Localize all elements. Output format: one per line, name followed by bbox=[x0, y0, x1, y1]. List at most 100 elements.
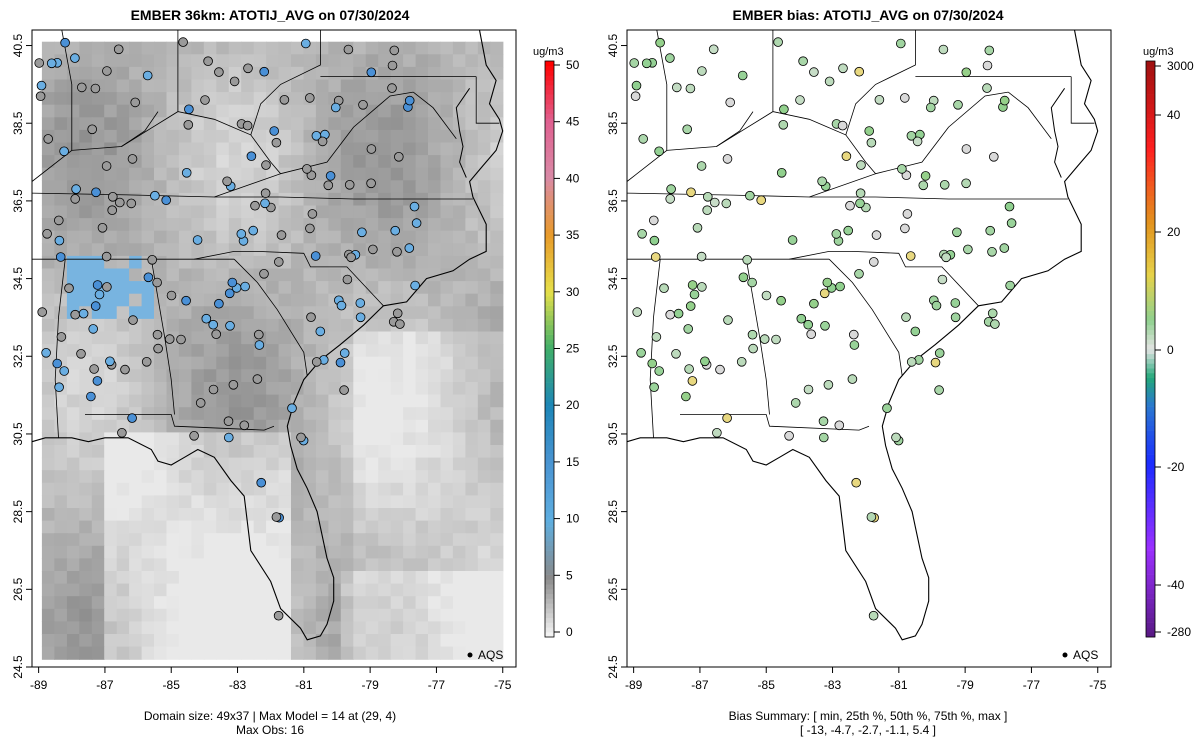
grid-cell bbox=[378, 344, 392, 358]
grid-cell bbox=[340, 571, 354, 585]
grid-cell bbox=[253, 608, 267, 622]
colorbar-segment bbox=[1146, 181, 1155, 187]
grid-cell bbox=[452, 180, 466, 194]
grid-cell bbox=[365, 445, 379, 459]
grid-cell bbox=[104, 571, 118, 585]
grid-cell bbox=[477, 545, 491, 559]
grid-cell bbox=[141, 608, 155, 622]
grid-cell bbox=[79, 508, 93, 522]
grid-cell bbox=[291, 470, 305, 484]
grid-cell bbox=[203, 167, 217, 181]
colorbar-segment bbox=[1146, 142, 1155, 148]
grid-cell bbox=[390, 205, 404, 219]
grid-cell bbox=[266, 243, 280, 257]
grid-cell bbox=[365, 508, 379, 522]
aqs-site-marker bbox=[203, 56, 213, 66]
grid-cell bbox=[403, 66, 417, 81]
grid-cell bbox=[241, 382, 255, 396]
aqs-site-marker bbox=[64, 283, 74, 294]
grid-cell bbox=[241, 583, 255, 597]
grid-cell bbox=[191, 646, 205, 660]
colorbar-segment bbox=[545, 85, 554, 91]
grid-cell bbox=[141, 243, 155, 257]
colorbar-segment bbox=[1146, 497, 1155, 503]
grid-cell bbox=[477, 571, 491, 585]
grid-cell bbox=[428, 218, 442, 232]
colorbar-segment bbox=[545, 531, 554, 537]
grid-cell bbox=[328, 192, 342, 207]
grid-cell bbox=[428, 155, 442, 169]
aqs-site-marker bbox=[404, 95, 415, 106]
grid-cell bbox=[315, 634, 329, 648]
grid-cell bbox=[403, 482, 417, 496]
y-tick-label: 32.5 bbox=[606, 344, 620, 368]
grid-cell bbox=[228, 92, 242, 106]
aqs-site-marker bbox=[181, 168, 192, 178]
grid-cell bbox=[203, 621, 217, 635]
grid-cell bbox=[91, 571, 105, 585]
grid-cell bbox=[216, 634, 230, 648]
grid-cell bbox=[66, 432, 80, 446]
grid-cell bbox=[203, 596, 217, 610]
grid-cell bbox=[154, 533, 168, 547]
state-boundary bbox=[475, 76, 500, 124]
colorbar-segment bbox=[1146, 171, 1155, 177]
grid-cell bbox=[228, 445, 242, 459]
grid-cell bbox=[440, 41, 454, 55]
grid-cell bbox=[440, 205, 454, 219]
grid-cell bbox=[490, 192, 504, 207]
grid-cell bbox=[216, 318, 230, 333]
aqs-site-marker bbox=[742, 254, 752, 265]
grid-cell bbox=[41, 583, 55, 597]
grid-cell bbox=[41, 281, 55, 295]
aqs-site-marker bbox=[323, 180, 334, 191]
grid-cell bbox=[141, 41, 155, 55]
grid-cell bbox=[178, 180, 192, 194]
grid-cell bbox=[54, 508, 68, 522]
grid-cell bbox=[390, 583, 404, 597]
grid-cell bbox=[465, 205, 479, 219]
grid-cell bbox=[41, 457, 55, 471]
grid-cell bbox=[154, 54, 168, 68]
grid-cell bbox=[291, 167, 305, 181]
aqs-site-marker bbox=[654, 146, 664, 157]
grid-cell bbox=[154, 167, 168, 181]
aqs-site-marker bbox=[128, 315, 138, 325]
grid-cell bbox=[403, 470, 417, 484]
grid-cell bbox=[315, 192, 329, 207]
grid-cell bbox=[79, 293, 93, 307]
grid-cell bbox=[303, 369, 317, 383]
grid-cell bbox=[191, 382, 205, 396]
grid-cell bbox=[291, 192, 305, 207]
grid-cell bbox=[452, 293, 466, 307]
grid-cell bbox=[477, 41, 491, 55]
grid-cell bbox=[253, 41, 267, 55]
aqs-site-marker bbox=[54, 382, 64, 393]
grid-cell bbox=[440, 281, 454, 295]
grid-cell bbox=[216, 356, 230, 370]
grid-cell bbox=[303, 608, 317, 622]
aqs-site-marker bbox=[671, 82, 682, 93]
grid-cell bbox=[129, 41, 143, 55]
grid-cell bbox=[477, 192, 491, 207]
grid-cell bbox=[216, 382, 230, 396]
grid-cell bbox=[365, 558, 379, 572]
grid-cell bbox=[365, 457, 379, 471]
grid-cell bbox=[353, 520, 367, 534]
grid-cell bbox=[104, 41, 118, 55]
grid-cell bbox=[241, 243, 255, 257]
grid-cell bbox=[452, 482, 466, 496]
grid-cell bbox=[415, 382, 429, 396]
grid-cell bbox=[154, 596, 168, 610]
colorbar-segment bbox=[1146, 85, 1155, 91]
grid-cell bbox=[490, 104, 504, 118]
grid-cell bbox=[66, 268, 80, 282]
aqs-site-marker bbox=[803, 319, 813, 330]
grid-cell bbox=[452, 369, 466, 383]
grid-cell bbox=[154, 545, 168, 559]
grid-cell bbox=[228, 394, 242, 408]
colorbar-tick-label: -280 bbox=[1167, 625, 1191, 639]
grid-cell bbox=[353, 41, 367, 55]
grid-cell bbox=[303, 558, 317, 572]
grid-cell bbox=[328, 142, 342, 156]
